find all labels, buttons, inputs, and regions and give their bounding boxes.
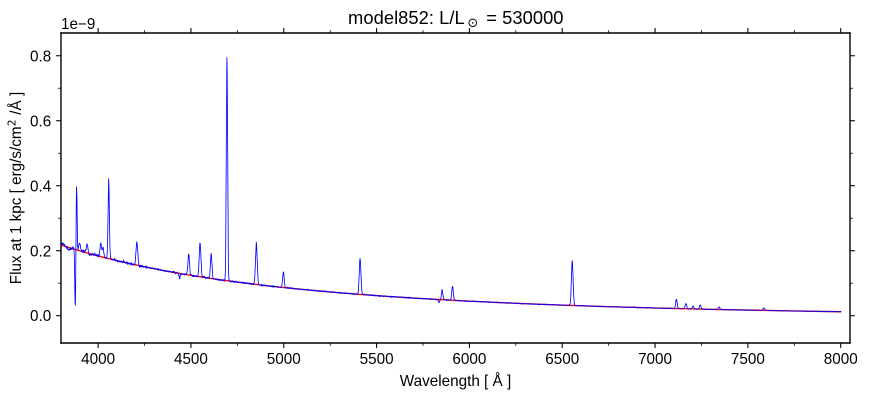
svg-text:1e−9: 1e−9 [61, 16, 95, 33]
svg-text:4500: 4500 [174, 351, 208, 368]
svg-text:6500: 6500 [545, 351, 579, 368]
svg-text:0.4: 0.4 [30, 178, 52, 195]
svg-text:7500: 7500 [731, 351, 765, 368]
svg-text:5500: 5500 [360, 351, 394, 368]
svg-text:6000: 6000 [452, 351, 486, 368]
svg-text:Wavelength [ Å ]: Wavelength [ Å ] [400, 373, 511, 390]
svg-text:0.6: 0.6 [30, 113, 51, 130]
svg-text:0.8: 0.8 [30, 48, 51, 65]
svg-text:0.0: 0.0 [30, 308, 51, 325]
svg-text:7000: 7000 [638, 351, 672, 368]
svg-text:8000: 8000 [824, 351, 858, 368]
svg-text:m o d e: m o d e l 8 5 2 : L / L = 5 3 0 0 0 0 ⊙ [348, 4, 569, 31]
svg-text:4000: 4000 [81, 351, 115, 368]
svg-text:0.2: 0.2 [30, 243, 51, 260]
svg-text:5000: 5000 [267, 351, 301, 368]
